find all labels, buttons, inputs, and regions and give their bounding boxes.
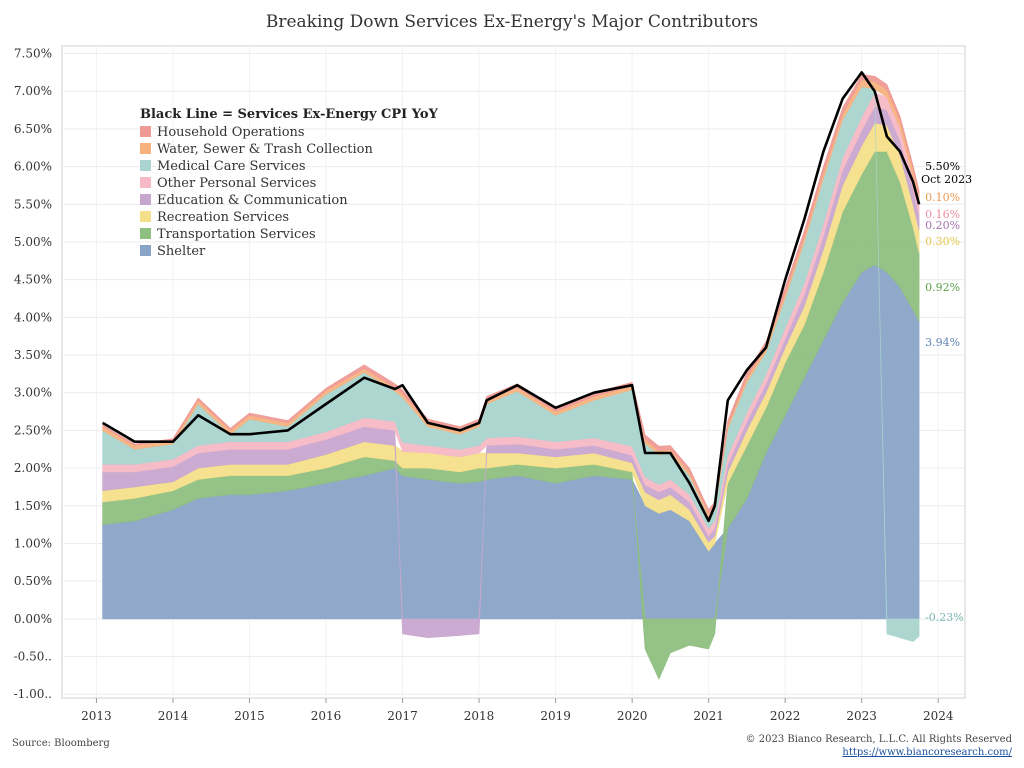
legend-title: Black Line = Services Ex-Energy CPI YoY [140,107,439,122]
y-tick-label: 1.00% [14,536,52,550]
end-label: 0.92% [925,281,960,294]
source-note: Source: Bloomberg [12,738,110,749]
legend-item: Other Personal Services [157,176,316,191]
area-transportation-services [102,151,920,680]
y-tick-label: 7.50% [14,47,52,61]
legend-swatch [140,126,151,137]
area-recreation-services [102,122,920,552]
end-label: 0.10% [925,191,960,204]
legend-item: Shelter [157,244,206,259]
copyright-note: © 2023 Bianco Research, L.L.C. All Right… [746,733,1012,759]
area-education-communication [102,105,920,639]
area-shelter [102,264,920,620]
y-tick-label: 5.50% [14,197,52,211]
end-label: 0.30% [925,235,960,248]
area-layer [102,74,920,680]
end-label: 0.20% [925,219,960,232]
y-tick-label: 2.50% [14,423,52,437]
plot-frame [61,45,966,699]
total-end-value: 5.50% [925,160,960,173]
x-tick-label: 2024 [923,709,954,723]
y-tick-label: 5.00% [14,235,52,249]
legend-swatch [140,211,151,222]
y-tick-label: 3.00% [14,386,52,400]
legend-item: Household Operations [157,125,305,140]
end-label-layer: 3.94% 0.92% 0.30% 0.20%0.16% -0.23% 0.10% 5.50… [921,160,972,624]
legend-item: Water, Sewer & Trash Collection [157,142,374,157]
area-medical-care-services [102,86,920,642]
end-label: -0.23% [925,611,964,624]
y-tick-label: 2.00% [14,461,52,475]
copyright-text: © 2023 Bianco Research, L.L.C. All Right… [745,734,1012,745]
end-label: 3.94% [925,336,960,349]
y-tick-label: 7.00% [14,84,52,98]
grid-layer [61,45,966,699]
x-tick-label: 2021 [693,709,724,723]
x-tick-label: 2014 [158,709,189,723]
x-tick-label: 2023 [846,709,877,723]
y-tick-label: 0.50% [14,574,52,588]
y-tick-label: -1.00.. [14,687,52,701]
x-tick-label: 2019 [540,709,571,723]
x-tick-label: 2015 [234,709,265,723]
x-tick-label: 2020 [617,709,648,723]
legend-item: Transportation Services [157,227,316,242]
legend-swatch [140,194,151,205]
axis-layer: 7.50% 7.00% 6.50% 6.00% 5.50% 5.00% 4.50% 4.00%… [14,47,954,723]
y-tick-label: 6.00% [14,160,52,174]
total-end-date: Oct 2023 [921,173,972,186]
y-tick-label: -0.50.. [14,650,52,664]
y-tick-label: 4.50% [14,273,52,287]
x-tick-label: 2016 [311,709,342,723]
legend-swatch [140,143,151,154]
area-household-operations [102,74,920,514]
y-tick-label: 3.50% [14,348,52,362]
legend-swatch [140,245,151,256]
area-water-sewer-trash-collection [102,79,920,518]
legend-item: Education & Communication [157,193,348,208]
legend-item: Medical Care Services [157,159,306,174]
total-cpi-line [101,71,921,523]
chart-title: Breaking Down Services Ex-Energy's Major… [265,12,759,32]
y-tick-label: 0.00% [14,612,52,626]
x-tick-label: 2017 [387,709,418,723]
source-link[interactable]: https://www.biancoresearch.com/ [842,747,1012,758]
end-label: 0.16% [925,208,960,221]
x-tick-label: 2013 [81,709,112,723]
legend-swatch [140,228,151,239]
x-tick-label: 2022 [770,709,801,723]
area-other-personal-services [102,92,920,537]
legend-item: Recreation Services [157,210,289,225]
x-tick-label: 2018 [464,709,495,723]
y-tick-label: 4.00% [14,310,52,324]
legend-swatch [140,160,151,171]
legend: Black Line = Services Ex-Energy CPI YoY H… [140,107,439,259]
y-tick-label: 1.50% [14,499,52,513]
line-layer [101,71,921,523]
y-tick-label: 6.50% [14,122,52,136]
legend-swatch [140,177,151,188]
